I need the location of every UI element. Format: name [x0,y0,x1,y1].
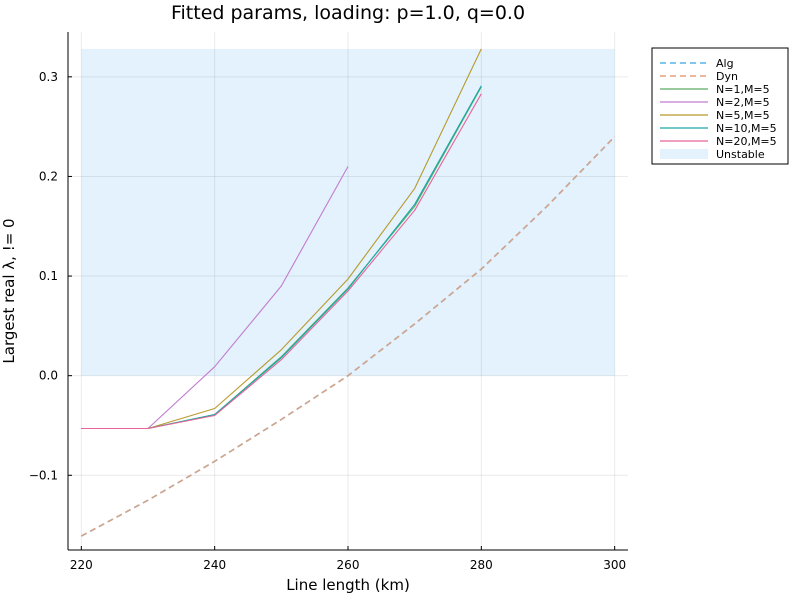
y-tick-label: 0.2 [39,169,58,183]
legend-label: Alg [716,57,734,70]
legend-swatch [660,149,708,159]
legend-label: N=20,M=5 [716,135,777,148]
plot-area: 220 240 260 280 300−0.10.00.10.20.3AlgDynN=1… [29,32,789,572]
legend-label: N=5,M=5 [716,109,770,122]
x-tick-label: 220 [70,558,93,572]
legend-label: N=10,M=5 [716,122,777,135]
y-tick-label: 0.3 [39,70,58,84]
y-tick-label: 0.1 [39,269,58,283]
legend-label: N=1,M=5 [716,83,770,96]
unstable-region [81,48,615,376]
legend-label: Dyn [716,70,738,83]
x-axis-title: Line length (km) [286,576,410,594]
x-tick-label: 260 [337,558,360,572]
y-tick-label: −0.1 [29,468,58,482]
legend-label: N=2,M=5 [716,96,770,109]
x-tick-label: 240 [203,558,226,572]
y-axis-title: Largest real λ, != 0 [0,218,18,363]
legend-box [651,47,789,165]
y-tick-label: 0.0 [39,369,58,383]
series-line-dyn [80,136,616,537]
x-tick-label: 280 [470,558,493,572]
series-line-n-20-m-5 [81,93,482,430]
chart-title: Fitted params, loading: p=1.0, q=0.0 [171,2,525,24]
legend-label: Unstable [716,148,765,161]
x-tick-label: 300 [603,558,626,572]
